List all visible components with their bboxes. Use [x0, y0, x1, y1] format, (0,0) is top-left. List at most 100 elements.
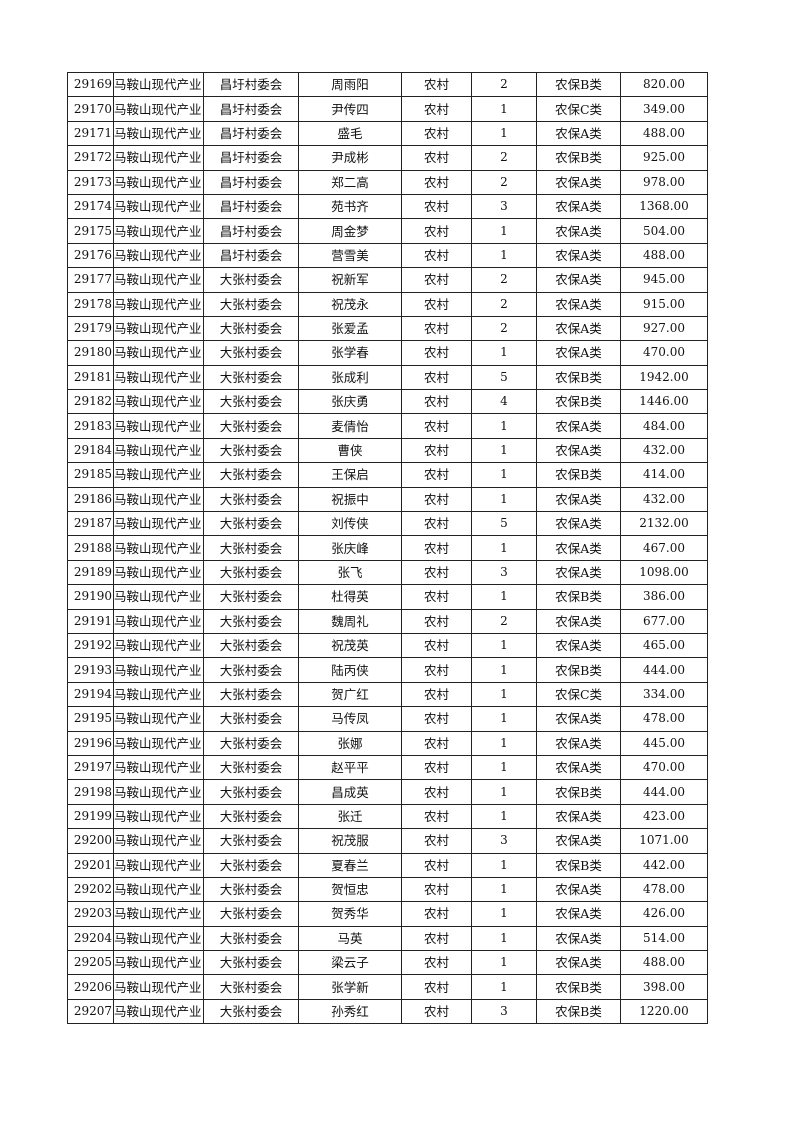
member-count-cell: 2: [471, 71, 537, 98]
member-count-cell: 3: [471, 998, 537, 1025]
household-type-cell: 农村: [401, 193, 472, 220]
insurance-category-cell: 农保B类: [536, 779, 621, 805]
record-id-cell: 29191: [67, 608, 114, 634]
household-type-cell: 农村: [401, 315, 472, 342]
village-committee-cell: 大张村委会: [203, 389, 299, 415]
town-cell: 马鞍山现代产业: [113, 486, 204, 513]
household-type-cell: 农村: [401, 876, 472, 903]
person-name-cell: 郑二高: [298, 169, 402, 195]
household-type-cell: 农村: [401, 71, 472, 98]
amount-cell: 820.00: [620, 71, 708, 98]
insurance-category-cell: 农保A类: [536, 876, 621, 903]
person-name-cell: 杜得英: [298, 584, 402, 610]
insurance-category-cell: 农保B类: [536, 145, 621, 171]
person-name-cell: 贺恒忠: [298, 876, 402, 903]
village-committee-cell: 昌圩村委会: [203, 218, 299, 244]
table-row: 29177 马鞍山现代产业 大张村委会 祝新军 农村 2 农保A类 945.00: [67, 267, 708, 293]
record-id-cell: 29195: [67, 706, 114, 732]
record-id-cell: 29198: [67, 779, 114, 805]
insurance-category-cell: 农保A类: [536, 315, 621, 342]
village-committee-cell: 昌圩村委会: [203, 242, 299, 269]
insurance-category-cell: 农保B类: [536, 462, 621, 488]
table-row: 29198 马鞍山现代产业 大张村委会 昌成英 农村 1 农保B类 444.00: [67, 779, 708, 805]
person-name-cell: 张庆峰: [298, 535, 402, 561]
village-committee-cell: 大张村委会: [203, 901, 299, 927]
town-cell: 马鞍山现代产业: [113, 584, 204, 610]
town-cell: 马鞍山现代产业: [113, 120, 204, 147]
person-name-cell: 王保启: [298, 462, 402, 488]
amount-cell: 470.00: [620, 754, 708, 781]
town-cell: 马鞍山现代产业: [113, 218, 204, 244]
household-type-cell: 农村: [401, 96, 472, 122]
insurance-category-cell: 农保A类: [536, 632, 621, 659]
household-type-cell: 农村: [401, 779, 472, 805]
amount-cell: 478.00: [620, 876, 708, 903]
record-id-cell: 29188: [67, 535, 114, 561]
person-name-cell: 祝茂英: [298, 632, 402, 659]
amount-cell: 465.00: [620, 632, 708, 659]
town-cell: 马鞍山现代产业: [113, 779, 204, 805]
household-type-cell: 农村: [401, 535, 472, 561]
insurance-category-cell: 农保A类: [536, 559, 621, 586]
village-committee-cell: 大张村委会: [203, 340, 299, 366]
household-type-cell: 农村: [401, 974, 472, 1000]
village-committee-cell: 大张村委会: [203, 852, 299, 878]
person-name-cell: 贺广红: [298, 681, 402, 708]
person-name-cell: 营雪美: [298, 242, 402, 269]
insurance-category-cell: 农保B类: [536, 389, 621, 415]
insurance-category-cell: 农保A类: [536, 437, 621, 464]
town-cell: 马鞍山现代产业: [113, 828, 204, 854]
household-type-cell: 农村: [401, 852, 472, 878]
town-cell: 马鞍山现代产业: [113, 657, 204, 683]
amount-cell: 915.00: [620, 291, 708, 317]
record-id-cell: 29190: [67, 584, 114, 610]
table-row: 29178 马鞍山现代产业 大张村委会 祝茂永 农村 2 农保A类 915.00: [67, 291, 708, 317]
town-cell: 马鞍山现代产业: [113, 193, 204, 220]
record-id-cell: 29201: [67, 852, 114, 878]
village-committee-cell: 大张村委会: [203, 437, 299, 464]
town-cell: 马鞍山现代产业: [113, 535, 204, 561]
member-count-cell: 1: [471, 950, 537, 976]
village-committee-cell: 大张村委会: [203, 657, 299, 683]
record-id-cell: 29174: [67, 193, 114, 220]
amount-cell: 925.00: [620, 145, 708, 171]
record-id-cell: 29202: [67, 876, 114, 903]
household-type-cell: 农村: [401, 754, 472, 781]
member-count-cell: 3: [471, 193, 537, 220]
table-row: 29199 马鞍山现代产业 大张村委会 张迁 农村 1 农保A类 423.00: [67, 803, 708, 830]
household-type-cell: 农村: [401, 340, 472, 366]
village-committee-cell: 昌圩村委会: [203, 145, 299, 171]
household-type-cell: 农村: [401, 218, 472, 244]
person-name-cell: 魏周礼: [298, 608, 402, 634]
amount-cell: 445.00: [620, 730, 708, 756]
person-name-cell: 陆丙侠: [298, 657, 402, 683]
town-cell: 马鞍山现代产业: [113, 145, 204, 171]
member-count-cell: 1: [471, 437, 537, 464]
person-name-cell: 张爱孟: [298, 315, 402, 342]
village-committee-cell: 昌圩村委会: [203, 71, 299, 98]
record-id-cell: 29189: [67, 559, 114, 586]
member-count-cell: 4: [471, 389, 537, 415]
table-row: 29169 马鞍山现代产业 昌圩村委会 周雨阳 农村 2 农保B类 820.00: [67, 71, 708, 98]
table-row: 29203 马鞍山现代产业 大张村委会 贺秀华 农村 1 农保A类 426.00: [67, 901, 708, 927]
town-cell: 马鞍山现代产业: [113, 632, 204, 659]
village-committee-cell: 大张村委会: [203, 681, 299, 708]
household-type-cell: 农村: [401, 145, 472, 171]
member-count-cell: 1: [471, 96, 537, 122]
person-name-cell: 周金梦: [298, 218, 402, 244]
village-committee-cell: 大张村委会: [203, 315, 299, 342]
table-row: 29195 马鞍山现代产业 大张村委会 马传凤 农村 1 农保A类 478.00: [67, 706, 708, 732]
insurance-category-cell: 农保A类: [536, 169, 621, 195]
amount-cell: 398.00: [620, 974, 708, 1000]
town-cell: 马鞍山现代产业: [113, 706, 204, 732]
household-type-cell: 农村: [401, 730, 472, 756]
village-committee-cell: 大张村委会: [203, 925, 299, 952]
town-cell: 马鞍山现代产业: [113, 876, 204, 903]
amount-cell: 504.00: [620, 218, 708, 244]
member-count-cell: 2: [471, 267, 537, 293]
amount-cell: 488.00: [620, 120, 708, 147]
table-row: 29188 马鞍山现代产业 大张村委会 张庆峰 农村 1 农保A类 467.00: [67, 535, 708, 561]
amount-cell: 1446.00: [620, 389, 708, 415]
household-type-cell: 农村: [401, 901, 472, 927]
household-type-cell: 农村: [401, 462, 472, 488]
